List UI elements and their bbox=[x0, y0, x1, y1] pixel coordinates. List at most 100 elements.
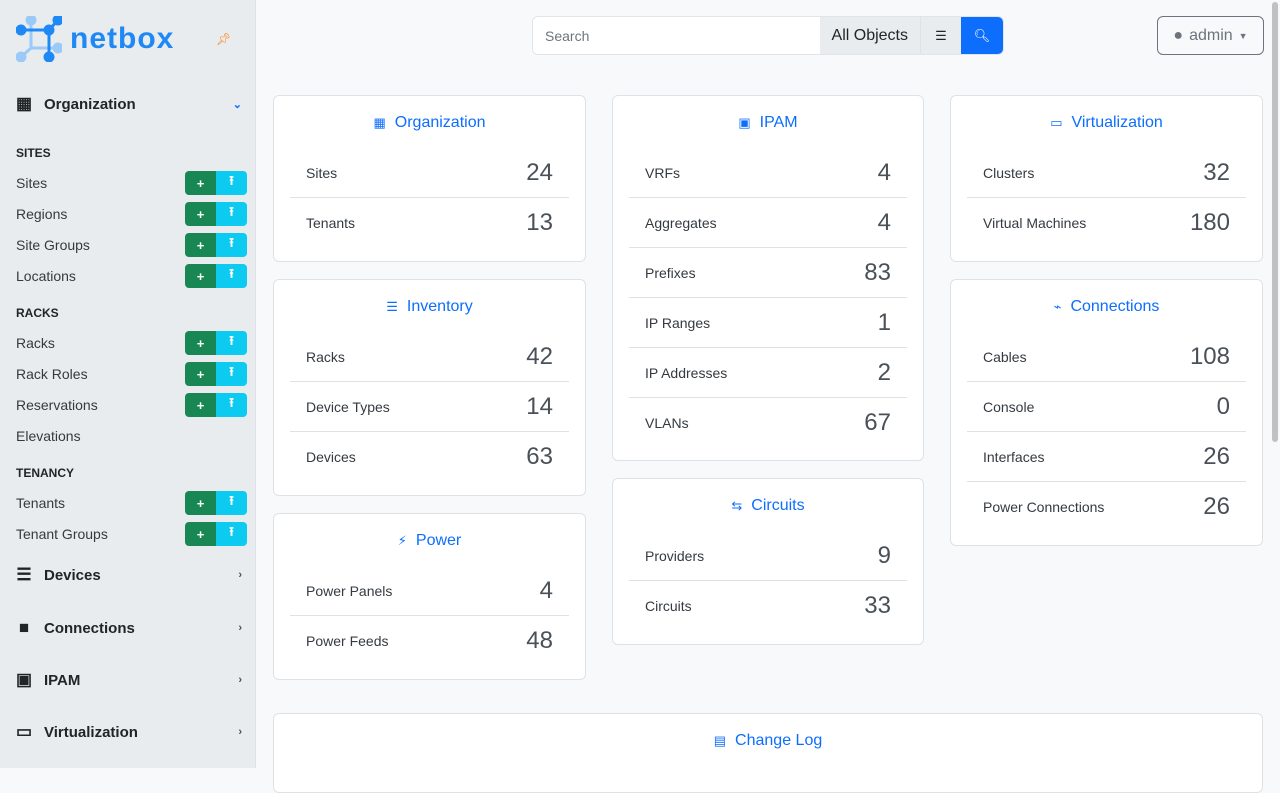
scrollbar[interactable] bbox=[1272, 2, 1278, 442]
stat-row[interactable]: Racks 42 bbox=[290, 332, 569, 382]
add-button[interactable]: + bbox=[185, 264, 216, 288]
pin-icon[interactable]: 📌︎ bbox=[216, 32, 232, 46]
stat-row[interactable]: Providers 9 bbox=[629, 531, 907, 581]
stat-row[interactable]: Power Panels 4 bbox=[290, 566, 569, 616]
stat-row[interactable]: Clusters 32 bbox=[967, 148, 1246, 198]
stat-label[interactable]: Clusters bbox=[983, 164, 1035, 181]
stat-row[interactable]: Console 0 bbox=[967, 382, 1246, 432]
sidebar-item-site-groups[interactable]: Site Groups + ⭱ bbox=[16, 233, 247, 257]
stat-row[interactable]: Aggregates 4 bbox=[629, 198, 907, 248]
stat-row[interactable]: Virtual Machines 180 bbox=[967, 198, 1246, 248]
stat-label[interactable]: VLANs bbox=[645, 415, 689, 431]
add-button[interactable]: + bbox=[185, 362, 216, 386]
menu-devices[interactable]: ☰ Devices › bbox=[14, 566, 242, 584]
stat-row[interactable]: Tenants 13 bbox=[290, 198, 569, 248]
card-header[interactable]: ⚡︎ Power bbox=[274, 514, 585, 566]
import-button[interactable]: ⭱ bbox=[216, 233, 247, 257]
card-header[interactable]: ▣ IPAM bbox=[613, 96, 923, 148]
stat-label[interactable]: Sites bbox=[306, 164, 338, 181]
sidebar-item-elevations[interactable]: Elevations bbox=[16, 424, 247, 448]
card-header[interactable]: ▤ Change Log bbox=[274, 714, 1262, 766]
stat-row[interactable]: VLANs 67 bbox=[629, 398, 907, 448]
add-button[interactable]: + bbox=[185, 393, 216, 417]
card-title[interactable]: Inventory bbox=[406, 298, 473, 315]
stat-label[interactable]: Providers bbox=[645, 547, 705, 564]
stat-row[interactable]: Devices 63 bbox=[290, 432, 569, 482]
filter-icon[interactable]: ☰ bbox=[921, 17, 961, 54]
stat-label[interactable]: Cables bbox=[983, 348, 1027, 365]
user-menu-button[interactable]: ● admin ▼ bbox=[1157, 16, 1264, 55]
import-button[interactable]: ⭱ bbox=[216, 393, 247, 417]
stat-row[interactable]: IP Addresses 2 bbox=[629, 348, 907, 398]
import-button[interactable]: ⭱ bbox=[216, 171, 247, 195]
stat-row[interactable]: Power Connections 26 bbox=[967, 482, 1246, 532]
stat-label[interactable]: Power Connections bbox=[983, 499, 1105, 515]
stat-label[interactable]: Interfaces bbox=[983, 448, 1045, 465]
stat-label[interactable]: Virtual Machines bbox=[983, 215, 1087, 231]
card-header[interactable]: ▭ Virtualization bbox=[951, 96, 1262, 148]
add-button[interactable]: + bbox=[185, 331, 216, 355]
import-button[interactable]: ⭱ bbox=[216, 202, 247, 226]
card-title[interactable]: Change Log bbox=[735, 732, 823, 749]
stat-row[interactable]: Interfaces 26 bbox=[967, 432, 1246, 482]
stat-row[interactable]: Power Feeds 48 bbox=[290, 616, 569, 666]
card-title[interactable]: Virtualization bbox=[1071, 114, 1163, 131]
card-title[interactable]: Connections bbox=[1070, 298, 1160, 315]
stat-label[interactable]: Circuits bbox=[645, 598, 692, 614]
sidebar-item-tenant-groups[interactable]: Tenant Groups + ⭱ bbox=[16, 522, 247, 546]
card-header[interactable]: ▦ Organization bbox=[274, 96, 585, 148]
stat-label[interactable]: IP Ranges bbox=[645, 314, 711, 331]
import-button[interactable]: ⭱ bbox=[216, 331, 247, 355]
import-button[interactable]: ⭱ bbox=[216, 491, 247, 515]
card-title[interactable]: Circuits bbox=[751, 497, 805, 514]
stat-label[interactable]: Tenants bbox=[306, 215, 356, 231]
sidebar-item-tenants[interactable]: Tenants + ⭱ bbox=[16, 491, 247, 515]
stat-label[interactable]: Console bbox=[983, 398, 1035, 415]
sidebar-item-rack-roles[interactable]: Rack Roles + ⭱ bbox=[16, 362, 247, 386]
stat-row[interactable]: Device Types 14 bbox=[290, 382, 569, 432]
card-header[interactable]: ⇆ Circuits bbox=[613, 479, 923, 531]
sidebar-item-locations[interactable]: Locations + ⭱ bbox=[16, 264, 247, 288]
card-title[interactable]: Power bbox=[415, 532, 462, 549]
stat-label[interactable]: Power Feeds bbox=[306, 633, 389, 649]
add-button[interactable]: + bbox=[185, 491, 216, 515]
search-input[interactable] bbox=[533, 17, 820, 54]
import-button[interactable]: ⭱ bbox=[216, 264, 247, 288]
stat-count: 63 bbox=[526, 443, 553, 470]
import-button[interactable]: ⭱ bbox=[216, 362, 247, 386]
search-button[interactable]: 🔍︎ bbox=[961, 17, 1003, 54]
import-button[interactable]: ⭱ bbox=[216, 522, 247, 546]
card-title[interactable]: Organization bbox=[394, 114, 486, 131]
add-button[interactable]: + bbox=[185, 171, 216, 195]
card-header[interactable]: ☰ Inventory bbox=[274, 280, 585, 332]
sidebar-item-sites[interactable]: Sites + ⭱ bbox=[16, 171, 247, 195]
add-button[interactable]: + bbox=[185, 202, 216, 226]
menu-virtualization[interactable]: ▭ Virtualization › bbox=[14, 723, 242, 741]
sidebar-item-reservations[interactable]: Reservations + ⭱ bbox=[16, 393, 247, 417]
stat-row[interactable]: IP Ranges 1 bbox=[629, 298, 907, 348]
menu-organization[interactable]: ▦ Organization ⌄ bbox=[14, 95, 242, 113]
object-scope-select[interactable]: All Objects bbox=[819, 17, 921, 54]
card-title[interactable]: IPAM bbox=[759, 114, 798, 131]
stat-row[interactable]: VRFs 4 bbox=[629, 148, 907, 198]
stat-label[interactable]: Racks bbox=[306, 348, 345, 365]
stat-label[interactable]: Prefixes bbox=[645, 264, 696, 281]
stat-label[interactable]: Power Panels bbox=[306, 582, 393, 599]
stat-row[interactable]: Circuits 33 bbox=[629, 581, 907, 631]
sidebar-item-regions[interactable]: Regions + ⭱ bbox=[16, 202, 247, 226]
stat-label[interactable]: Device Types bbox=[306, 398, 390, 415]
stat-label[interactable]: VRFs bbox=[645, 164, 680, 181]
stat-label[interactable]: Devices bbox=[306, 449, 356, 465]
menu-ipam[interactable]: ▣ IPAM › bbox=[14, 671, 242, 689]
stat-label[interactable]: IP Addresses bbox=[645, 364, 728, 381]
add-button[interactable]: + bbox=[185, 522, 216, 546]
stat-row[interactable]: Sites 24 bbox=[290, 148, 569, 198]
netbox-logo[interactable]: netbox bbox=[16, 16, 174, 62]
sidebar-item-racks[interactable]: Racks + ⭱ bbox=[16, 331, 247, 355]
stat-row[interactable]: Prefixes 83 bbox=[629, 248, 907, 298]
menu-connections[interactable]: ■ Connections › bbox=[14, 619, 242, 637]
add-button[interactable]: + bbox=[185, 233, 216, 257]
stat-row[interactable]: Cables 108 bbox=[967, 332, 1246, 382]
stat-label[interactable]: Aggregates bbox=[645, 214, 717, 231]
card-header[interactable]: ⌁ Connections bbox=[951, 280, 1262, 332]
